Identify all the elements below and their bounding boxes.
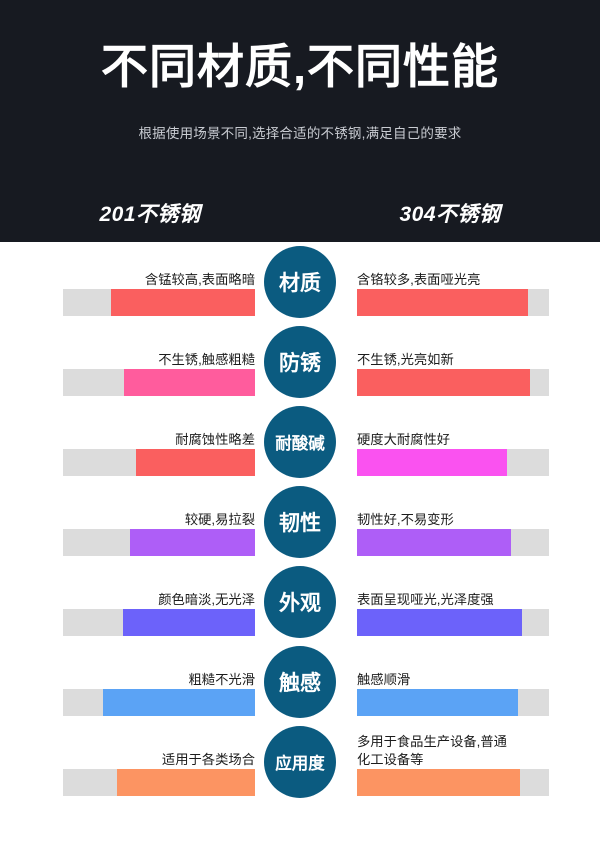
header-banner: 不同材质,不同性能 根据使用场景不同,选择合适的不锈钢,满足自己的要求 201不… [0, 0, 600, 242]
row-right-304: 不生锈,光亮如新 [357, 322, 549, 402]
attribute-circle: 耐酸碱 [264, 406, 336, 478]
attribute-circle: 韧性 [264, 486, 336, 558]
row-left-bar-track [63, 449, 255, 476]
row-right-304: 硬度大耐腐性好 [357, 402, 549, 482]
row-right-caption: 表面呈现哑光,光泽度强 [357, 591, 494, 607]
comparison-row: 较硬,易拉裂 韧性好,不易变形 韧性 [0, 482, 600, 562]
row-left-201: 含锰较高,表面略暗 [63, 242, 255, 322]
comparison-row: 颜色暗淡,无光泽 表面呈现哑光,光泽度强 外观 [0, 562, 600, 642]
row-right-bar-track [357, 289, 549, 316]
comparison-rows: 含锰较高,表面略暗 含铬较多,表面哑光亮 材质 不生锈,触感粗糙 不生锈,光亮如新 防锈耐… [0, 242, 600, 802]
row-left-201: 不生锈,触感粗糙 [63, 322, 255, 402]
column-header-304: 304不锈钢 [399, 203, 501, 226]
row-left-201: 颜色暗淡,无光泽 [63, 562, 255, 642]
row-right-304: 触感顺滑 [357, 642, 549, 722]
page-title: 不同材质,不同性能 [100, 40, 500, 93]
row-right-bar-fill [357, 769, 521, 796]
row-right-bar-track [357, 689, 549, 716]
row-right-bar-fill [357, 369, 530, 396]
row-left-caption: 含锰较高,表面略暗 [144, 271, 255, 287]
row-right-caption: 含铬较多,表面哑光亮 [357, 271, 481, 287]
comparison-row: 粗糙不光滑 触感顺滑 触感 [0, 642, 600, 722]
row-right-bar-fill [357, 449, 507, 476]
row-left-bar-track [63, 369, 255, 396]
attribute-circle: 外观 [264, 566, 336, 638]
row-left-bar-track [63, 769, 255, 796]
row-right-304: 含铬较多,表面哑光亮 [357, 242, 549, 322]
row-left-201: 适用于各类场合 [63, 722, 255, 802]
row-right-bar-fill [357, 609, 523, 636]
row-left-caption: 颜色暗淡,无光泽 [158, 591, 255, 607]
comparison-row: 适用于各类场合 多用于食品生产设备,普通 化工设备等 应用度 [0, 722, 600, 802]
row-left-bar-fill [122, 609, 255, 636]
row-right-bar-fill [357, 689, 519, 716]
row-left-201: 粗糙不光滑 [63, 642, 255, 722]
comparison-row: 不生锈,触感粗糙 不生锈,光亮如新 防锈 [0, 322, 600, 402]
row-right-bar-track [357, 609, 549, 636]
row-right-304: 表面呈现哑光,光泽度强 [357, 562, 549, 642]
row-left-bar-track [63, 289, 255, 316]
row-right-caption: 硬度大耐腐性好 [357, 431, 451, 447]
attribute-circle: 应用度 [264, 726, 336, 798]
row-right-bar-track [357, 529, 549, 556]
row-left-bar-fill [111, 289, 255, 316]
row-right-caption: 韧性好,不易变形 [357, 511, 454, 527]
row-right-caption: 不生锈,光亮如新 [357, 351, 454, 367]
row-right-304: 多用于食品生产设备,普通 化工设备等 [357, 722, 549, 802]
attribute-circle: 触感 [264, 646, 336, 718]
row-left-caption: 耐腐蚀性略差 [175, 431, 255, 447]
row-left-caption: 适用于各类场合 [161, 751, 255, 767]
row-right-bar-fill [357, 529, 511, 556]
page-subtitle: 根据使用场景不同,选择合适的不锈钢,满足自己的要求 [138, 126, 462, 141]
row-left-bar-fill [124, 369, 255, 396]
row-left-caption: 粗糙不光滑 [188, 671, 255, 687]
column-header-201: 201不锈钢 [99, 203, 201, 226]
row-right-caption: 多用于食品生产设备,普通 化工设备等 [357, 734, 507, 767]
row-left-bar-track [63, 689, 255, 716]
row-left-bar-track [63, 529, 255, 556]
row-left-caption: 较硬,易拉裂 [184, 511, 255, 527]
row-left-caption: 不生锈,触感粗糙 [158, 351, 255, 367]
row-right-caption: 触感顺滑 [357, 671, 411, 687]
row-right-304: 韧性好,不易变形 [357, 482, 549, 562]
row-right-bar-track [357, 769, 549, 796]
row-right-bar-fill [357, 289, 528, 316]
row-right-bar-track [357, 369, 549, 396]
row-left-bar-fill [135, 449, 255, 476]
attribute-circle: 材质 [264, 246, 336, 318]
row-left-bar-fill [116, 769, 255, 796]
comparison-row: 含锰较高,表面略暗 含铬较多,表面哑光亮 材质 [0, 242, 600, 322]
row-left-bar-fill [130, 529, 255, 556]
row-left-201: 耐腐蚀性略差 [63, 402, 255, 482]
row-right-bar-track [357, 449, 549, 476]
attribute-circle: 防锈 [264, 326, 336, 398]
row-left-bar-fill [103, 689, 255, 716]
row-left-201: 较硬,易拉裂 [63, 482, 255, 562]
row-left-bar-track [63, 609, 255, 636]
comparison-row: 耐腐蚀性略差 硬度大耐腐性好 耐酸碱 [0, 402, 600, 482]
